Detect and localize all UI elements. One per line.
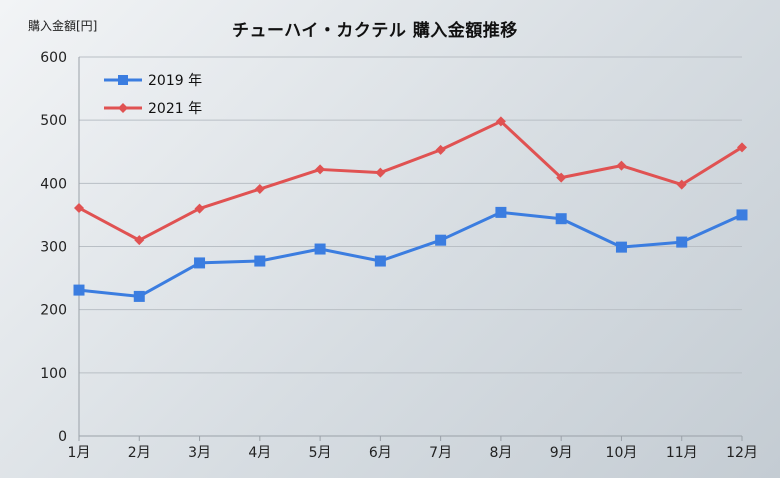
series-line-1 [78,119,743,242]
data-point-s0-4 [314,243,326,255]
data-point-s0-9 [615,241,627,253]
legend-item-2019: 2019 年 [104,66,202,94]
x-tick-label-7: 8月 [489,445,512,461]
legend-swatch-2021 [104,103,142,113]
x-tick-label-11: 12月 [726,445,758,461]
x-tick-label-9: 10月 [606,445,638,461]
data-point-s0-10 [676,236,688,248]
x-tick-label-0: 1月 [68,445,91,461]
x-tick-label-8: 9月 [550,445,573,461]
legend-item-2021: 2021 年 [104,94,202,122]
y-tick-label-4: 400 [40,176,67,192]
data-point-s0-6 [435,234,447,246]
legend-swatch-2019 [104,75,142,85]
y-tick-label-6: 600 [40,50,67,66]
x-tick-label-2: 3月 [188,445,211,461]
data-point-s1-9 [616,160,627,171]
y-tick-label-2: 200 [40,303,67,319]
data-point-s1-7 [495,116,506,127]
y-tick-label-1: 100 [40,366,67,382]
data-point-s0-8 [555,213,567,225]
x-tick-label-5: 6月 [369,445,392,461]
x-tick-label-10: 11月 [666,445,698,461]
data-point-s0-2 [194,257,206,269]
data-point-s0-11 [736,209,748,221]
data-point-s1-0 [74,202,84,213]
legend-label-2019: 2019 年 [148,73,203,89]
data-point-s1-10 [676,179,687,190]
series-line-0 [78,210,743,298]
data-point-s1-1 [134,235,145,246]
y-axis-label: 購入金額[円] [28,19,98,33]
chart-title: チューハイ・カクテル 購入金額推移 [232,21,518,41]
data-point-s0-0 [73,284,85,296]
x-tick-label-4: 5月 [309,445,332,461]
data-point-s1-2 [194,203,205,214]
data-point-s0-1 [133,290,145,302]
legend-label-2021: 2021 年 [148,101,203,117]
y-tick-label-3: 300 [40,240,67,256]
y-tick-label-0: 0 [58,429,67,445]
data-point-s1-6 [435,144,446,155]
legend: 2019 年 2021 年 [104,66,202,122]
data-point-s1-8 [556,172,567,183]
x-tick-label-3: 4月 [248,445,271,461]
x-tick-label-6: 7月 [429,445,452,461]
data-point-s1-3 [254,184,265,195]
data-point-s1-4 [315,164,326,175]
data-point-s0-5 [374,255,386,267]
y-tick-label-5: 500 [40,113,67,129]
data-point-s0-3 [254,255,266,267]
data-point-s0-7 [495,206,507,218]
data-point-s1-11 [737,142,747,153]
data-point-s1-5 [375,167,386,178]
x-tick-label-1: 2月 [128,445,151,461]
